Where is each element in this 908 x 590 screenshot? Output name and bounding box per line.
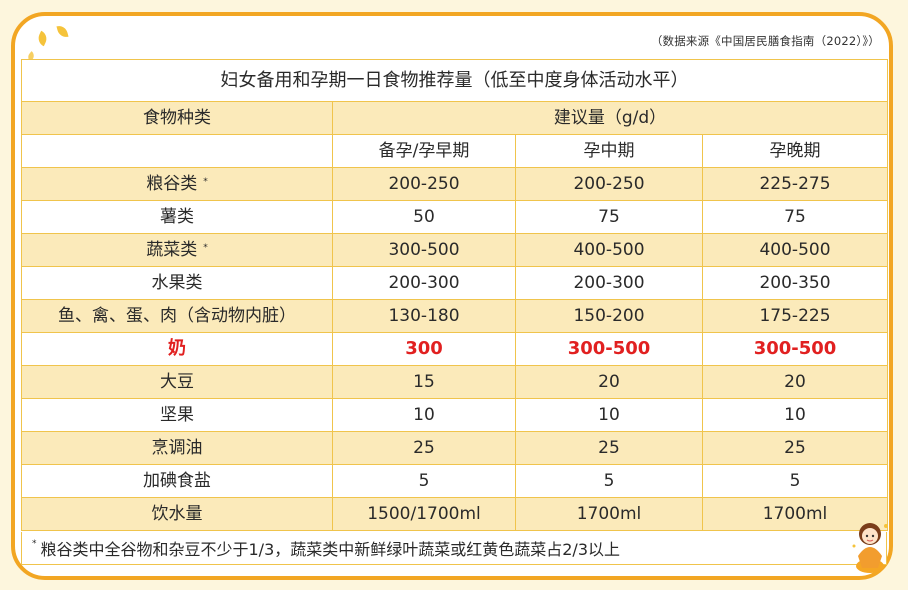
food-name-cell: 加碘食盐 (21, 464, 333, 498)
amount-cell: 25 (702, 431, 888, 465)
table-row: 饮水量 1500/1700ml 1700ml 1700ml (21, 497, 888, 531)
food-name: 坚果 (160, 404, 194, 425)
food-name-cell: 大豆 (21, 365, 333, 399)
food-name: 烹调油 (151, 437, 203, 458)
amount-cell: 200-300 (515, 266, 703, 300)
amount-cell: 10 (332, 398, 516, 432)
food-name: 粮谷类 (146, 173, 198, 194)
header-food-type: 食物种类 (21, 101, 333, 135)
food-name: 蔬菜类 (146, 239, 198, 260)
amount-cell: 25 (332, 431, 516, 465)
food-name: 薯类 (160, 206, 194, 227)
amount-cell: 130-180 (332, 299, 516, 333)
food-name-cell: 薯类 (21, 200, 333, 234)
amount-cell: 200-250 (332, 167, 516, 201)
footnote: * 粮谷类中全谷物和杂豆不少于1/3，蔬菜类中新鲜绿叶蔬菜或红黄色蔬菜占2/3以… (21, 532, 887, 565)
food-name-cell: 坚果 (21, 398, 333, 432)
food-name: 饮水量 (151, 503, 203, 524)
table-row: 水果类 200-300 200-300 200-350 (21, 266, 888, 300)
food-name: 奶 (168, 338, 186, 359)
amount-cell: 25 (515, 431, 703, 465)
amount-cell: 75 (702, 200, 888, 234)
header-empty-cell (21, 134, 333, 168)
food-name: 水果类 (151, 272, 203, 293)
amount-cell: 50 (332, 200, 516, 234)
header-recommended-amount: 建议量（g/d） (332, 101, 888, 135)
amount-cell: 400-500 (515, 233, 703, 267)
amount-cell: 175-225 (702, 299, 888, 333)
food-name: 大豆 (160, 371, 194, 392)
food-name-cell: 水果类 (21, 266, 333, 300)
table-row: 加碘食盐 5 5 5 (21, 464, 888, 498)
amount-cell: 20 (515, 365, 703, 399)
food-name-cell: 烹调油 (21, 431, 333, 465)
amount-cell: 10 (702, 398, 888, 432)
amount-cell: 200-300 (332, 266, 516, 300)
food-name-cell: 鱼、禽、蛋、肉（含动物内脏） (21, 299, 333, 333)
amount-cell: 15 (332, 365, 516, 399)
footnote-marker: * (203, 176, 208, 187)
table-row: 薯类 50 75 75 (21, 200, 888, 234)
amount-cell: 1500/1700ml (332, 497, 516, 531)
footnote-marker: * (203, 242, 208, 253)
food-name-cell: 奶 (21, 332, 333, 366)
mascot-girl-icon (852, 523, 888, 573)
table-row: 烹调油 25 25 25 (21, 431, 888, 465)
header-stage-pre-early: 备孕/孕早期 (332, 134, 516, 168)
food-recommendation-table: 妇女备用和孕期一日食物推荐量（低至中度身体活动水平） 食物种类 建议量（g/d）… (21, 59, 888, 531)
amount-cell: 10 (515, 398, 703, 432)
amount-cell: 300 (332, 332, 516, 366)
table-row: 坚果 10 10 10 (21, 398, 888, 432)
footnote-text: 粮谷类中全谷物和杂豆不少于1/3，蔬菜类中新鲜绿叶蔬菜或红黄色蔬菜占2/3以上 (40, 540, 621, 559)
amount-cell: 225-275 (702, 167, 888, 201)
amount-cell: 300-500 (515, 332, 703, 366)
amount-cell: 300-500 (332, 233, 516, 267)
food-name: 鱼、禽、蛋、肉（含动物内脏） (58, 305, 296, 326)
amount-cell: 75 (515, 200, 703, 234)
food-name-cell: 粮谷类 * (21, 167, 333, 201)
amount-cell: 1700ml (702, 497, 888, 531)
amount-cell: 400-500 (702, 233, 888, 267)
amount-cell: 200-350 (702, 266, 888, 300)
table-row: 鱼、禽、蛋、肉（含动物内脏） 130-180 150-200 175-225 (21, 299, 888, 333)
amount-cell: 20 (702, 365, 888, 399)
header-stage-mid: 孕中期 (515, 134, 703, 168)
source-note: （数据来源《中国居民膳食指南（2022）》） (650, 34, 880, 48)
amount-cell: 200-250 (515, 167, 703, 201)
food-name-cell: 饮水量 (21, 497, 333, 531)
amount-cell: 150-200 (515, 299, 703, 333)
table-row: 蔬菜类 * 300-500 400-500 400-500 (21, 233, 888, 267)
table-row: 奶 300 300-500 300-500 (21, 332, 888, 366)
amount-cell: 5 (702, 464, 888, 498)
amount-cell: 5 (515, 464, 703, 498)
footnote-star: * (32, 539, 37, 549)
header-stage-late: 孕晚期 (702, 134, 888, 168)
food-name: 加碘食盐 (143, 470, 211, 491)
amount-cell: 1700ml (515, 497, 703, 531)
table-title: 妇女备用和孕期一日食物推荐量（低至中度身体活动水平） (21, 59, 888, 102)
amount-cell: 300-500 (702, 332, 888, 366)
table-row: 粮谷类 * 200-250 200-250 225-275 (21, 167, 888, 201)
food-name-cell: 蔬菜类 * (21, 233, 333, 267)
table-row: 大豆 15 20 20 (21, 365, 888, 399)
amount-cell: 5 (332, 464, 516, 498)
